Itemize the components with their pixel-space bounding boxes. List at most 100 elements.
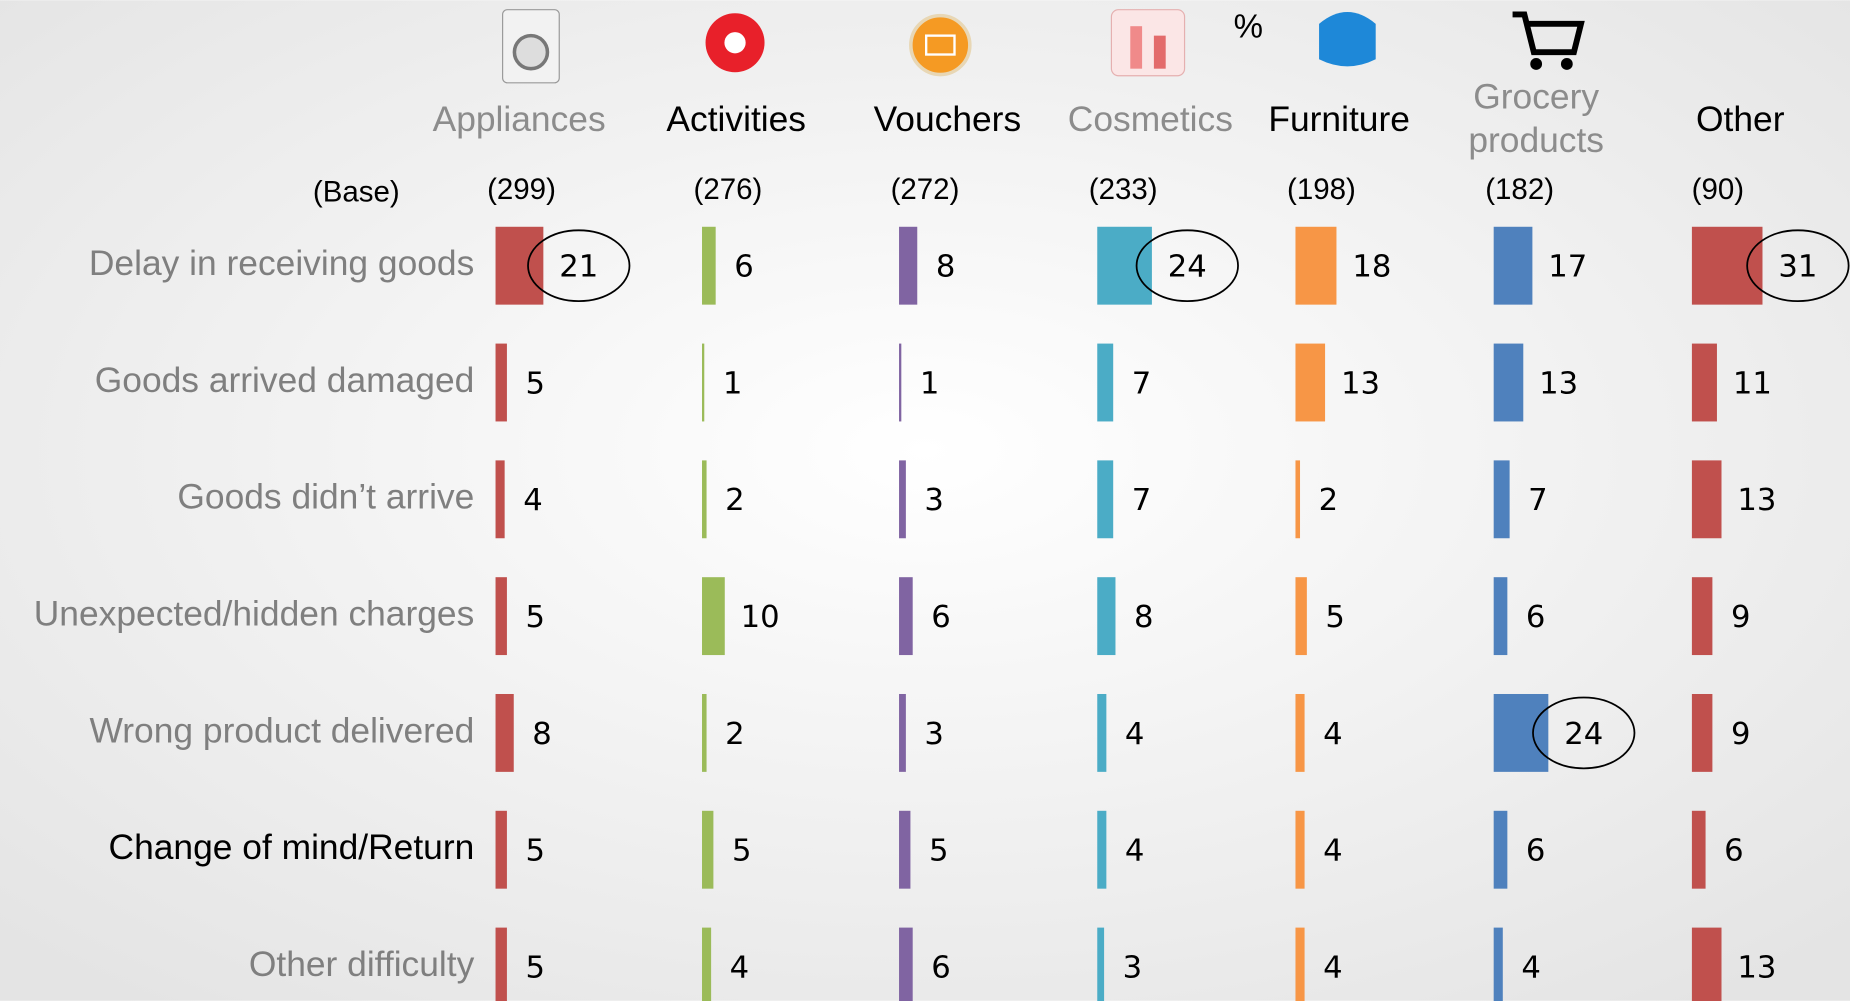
column-label: Appliances [433,100,606,139]
column-label: Vouchers [874,100,1022,139]
value-label: 17 [1548,250,1587,285]
icon-grocery-wheel [1530,58,1543,70]
bar [1097,226,1152,305]
row-label: Change of mind/Return [109,828,475,867]
value-label: 6 [1724,834,1744,869]
bar [1493,343,1524,422]
bar [1691,460,1722,539]
icon-grocery-cart [1512,11,1585,56]
value-label: 2 [725,483,745,518]
bar [1493,810,1508,889]
value-label: 5 [732,834,752,869]
row-label: Unexpected/hidden charges [34,594,475,633]
value-label: 31 [1778,250,1817,285]
value-label: 7 [1132,366,1152,401]
column-label: Cosmetics [1068,100,1233,139]
bar [1493,693,1549,772]
bar [702,693,707,772]
base-value: (198) [1287,173,1356,206]
value-label: 21 [559,250,598,285]
bar [1097,460,1114,539]
value-label: 4 [1323,950,1343,985]
value-label: 6 [1526,600,1546,635]
bar [702,460,707,539]
value-label: 24 [1168,250,1207,285]
bar [1493,577,1508,656]
unit-label: % [1234,7,1263,44]
value-label: 5 [1325,600,1345,635]
bar [1295,343,1326,422]
value-label: 6 [734,250,754,285]
base-value: (299) [487,173,556,206]
bar [1691,810,1706,889]
bar [899,577,913,656]
value-label: 8 [532,717,552,752]
base-value: (272) [891,173,960,206]
bar [495,927,507,1001]
value-label: 1 [920,366,940,401]
value-label: 5 [525,366,545,401]
value-label: 24 [1564,717,1603,752]
highlight-circle [1746,229,1850,302]
value-label: 7 [1132,483,1152,518]
bar [1097,693,1107,772]
value-label: 1 [723,366,743,401]
value-label: 6 [931,600,951,635]
bar [495,693,514,772]
highlight-circle [1532,696,1636,770]
column-label: Other [1696,100,1785,139]
icon-vouchers-ticket [924,34,956,56]
bar [899,343,902,422]
value-label: 3 [924,483,944,518]
base-value: (182) [1485,173,1554,206]
icons [502,9,1585,84]
bar [1295,810,1305,889]
value-label: 18 [1352,250,1391,285]
icon-furniture [1319,12,1376,67]
value-label: 4 [1521,950,1541,985]
value-label: 4 [1323,834,1343,869]
bar [702,810,714,889]
bar [899,810,911,889]
bar [1691,693,1713,772]
value-label: 3 [1123,950,1143,985]
value-label: 5 [525,834,545,869]
value-label: 6 [931,950,951,985]
highlight-circle [1135,229,1239,302]
base-value: (90) [1692,173,1744,206]
bar [1295,226,1337,305]
highlight-circle [527,229,631,302]
icon-cosmetics-tube [1130,26,1143,69]
bar [495,577,507,656]
bar [1691,343,1717,422]
row-label: Other difficulty [249,945,475,984]
value-label: 8 [1134,600,1154,635]
bar [1295,927,1305,1001]
value-label: 7 [1528,483,1548,518]
bar [1295,460,1301,539]
value-label: 8 [936,250,956,285]
base-label: (Base) [313,176,400,209]
icon-cosmetics [1110,9,1186,77]
bar [495,460,505,539]
icon-grocery-wheel [1560,58,1573,70]
value-label: 5 [525,600,545,635]
bar [1691,577,1713,656]
bar [702,577,725,656]
bar [1295,693,1305,772]
value-label: 4 [1125,717,1145,752]
icon-activities-face [724,32,746,54]
bar [1097,577,1116,656]
bar [1691,927,1722,1001]
value-label: 2 [1319,483,1339,518]
bar [1097,810,1107,889]
value-label: 4 [523,483,543,518]
bar [1493,226,1533,305]
value-label: 5 [525,950,545,985]
bar [899,693,906,772]
value-label: 5 [929,834,949,869]
bar [495,226,544,305]
base-value: (233) [1089,173,1158,206]
